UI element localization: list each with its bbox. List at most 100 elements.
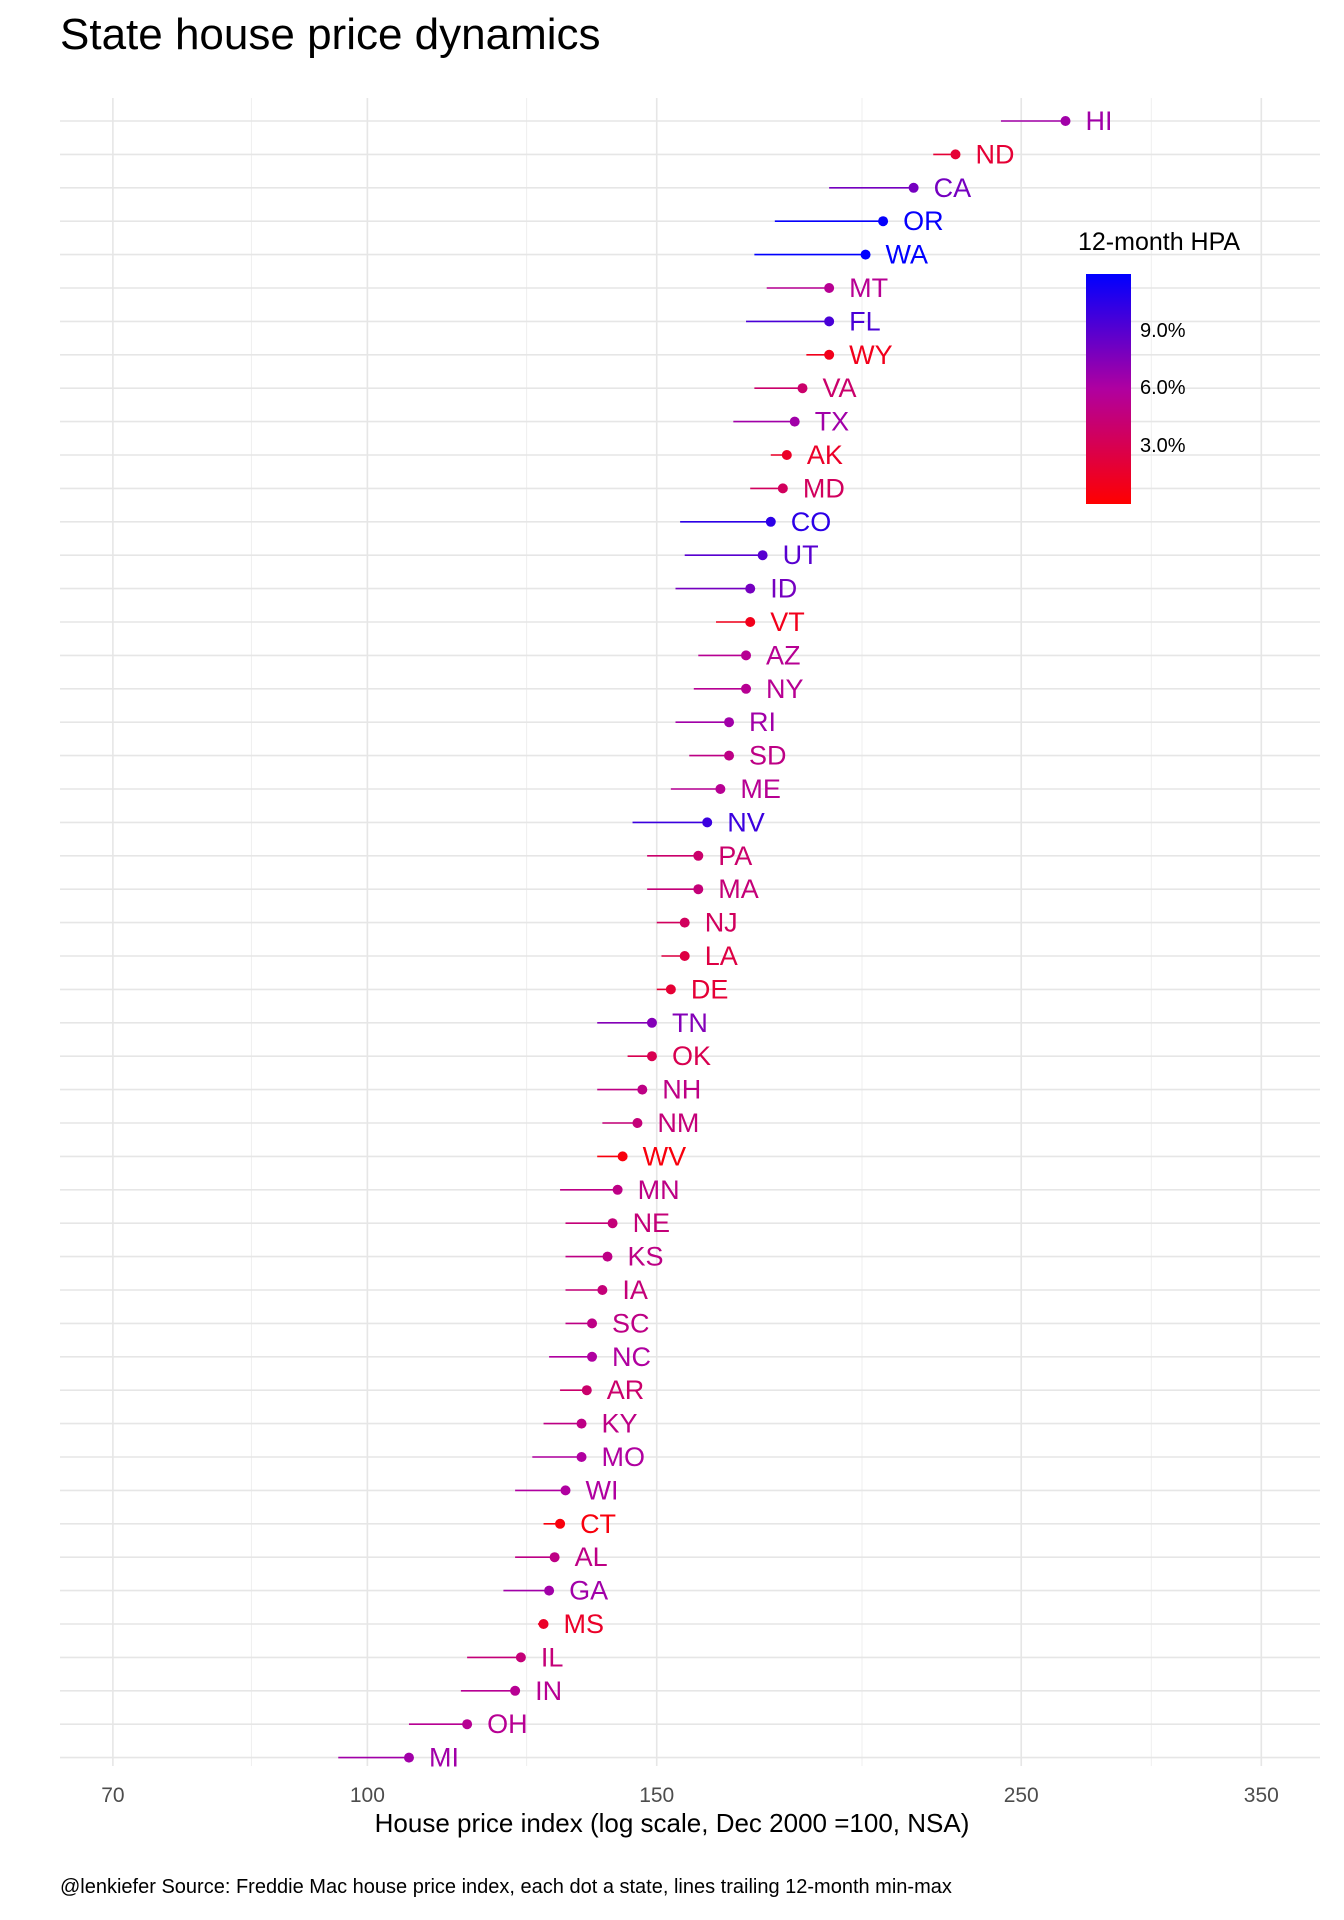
point-md: [777, 483, 788, 494]
label-ny: NY: [766, 674, 804, 704]
point-oh: [462, 1719, 473, 1730]
point-in: [510, 1685, 521, 1696]
label-me: ME: [740, 774, 781, 804]
point-de: [665, 984, 676, 995]
point-ak: [781, 450, 792, 460]
point-va: [797, 383, 808, 394]
point-ny: [741, 683, 752, 694]
point-fl: [824, 316, 835, 327]
label-al: AL: [575, 1542, 608, 1572]
label-nd: ND: [975, 139, 1014, 169]
point-ut: [757, 550, 768, 561]
label-nv: NV: [727, 807, 765, 837]
point-ri: [724, 717, 735, 728]
label-ak: AK: [807, 440, 843, 470]
label-nm: NM: [657, 1108, 699, 1138]
label-az: AZ: [766, 640, 801, 670]
label-in: IN: [535, 1676, 562, 1706]
point-az: [741, 650, 752, 661]
point-mo: [576, 1452, 587, 1462]
label-md: MD: [803, 473, 845, 503]
x-tick-label: 150: [639, 1784, 674, 1807]
caption: @lenkiefer Source: Freddie Mac house pri…: [60, 1876, 952, 1898]
label-mi: MI: [429, 1743, 459, 1773]
point-wi: [560, 1485, 571, 1496]
point-mn: [612, 1184, 623, 1195]
point-mt: [824, 283, 835, 293]
label-ca: CA: [934, 173, 972, 203]
x-tick-label: 350: [1244, 1784, 1279, 1807]
point-tx: [789, 416, 800, 427]
point-nc: [587, 1351, 598, 1362]
label-mo: MO: [602, 1442, 646, 1472]
point-vt: [745, 617, 756, 627]
point-id: [745, 583, 756, 594]
grid-layer: [60, 98, 1320, 1766]
point-sd: [724, 750, 735, 761]
label-va: VA: [822, 373, 856, 403]
label-sd: SD: [749, 741, 787, 771]
label-wa: WA: [886, 240, 929, 270]
point-tn: [646, 1017, 657, 1028]
label-ms: MS: [564, 1609, 605, 1639]
point-me: [715, 784, 726, 794]
label-tx: TX: [815, 407, 850, 437]
label-wi: WI: [585, 1475, 618, 1505]
point-hi: [1060, 116, 1071, 126]
point-co: [765, 516, 776, 527]
label-co: CO: [791, 507, 832, 537]
legend-tick-label: 6.0%: [1140, 377, 1186, 399]
point-nh: [637, 1084, 648, 1095]
label-nj: NJ: [705, 908, 738, 938]
point-ct: [555, 1518, 566, 1529]
label-ut: UT: [783, 540, 819, 570]
label-ar: AR: [607, 1375, 645, 1405]
legend-tick-label: 9.0%: [1140, 319, 1186, 342]
point-ne: [607, 1218, 618, 1229]
point-wv: [617, 1151, 628, 1162]
point-sc: [587, 1318, 598, 1329]
x-tick-label: 70: [101, 1784, 124, 1807]
label-wv: WV: [643, 1141, 687, 1171]
label-ma: MA: [718, 874, 759, 904]
legend-title: 12-month HPA: [1078, 228, 1241, 256]
label-vt: VT: [770, 607, 805, 637]
legend-tick-label: 3.0%: [1140, 434, 1186, 457]
point-ky: [576, 1418, 587, 1429]
point-nd: [950, 149, 961, 160]
point-nj: [679, 917, 690, 928]
label-wy: WY: [849, 340, 893, 370]
label-id: ID: [770, 574, 797, 604]
label-ri: RI: [749, 707, 776, 737]
point-pa: [693, 850, 704, 861]
label-de: DE: [691, 974, 729, 1004]
label-il: IL: [541, 1642, 564, 1672]
legend: 12-month HPA 3.0% 6.0% 9.0%: [1078, 228, 1241, 504]
point-il: [515, 1652, 526, 1663]
label-ne: NE: [633, 1208, 671, 1238]
point-ca: [908, 182, 919, 193]
point-la: [679, 951, 690, 961]
label-ky: KY: [602, 1409, 638, 1439]
label-mt: MT: [849, 273, 888, 303]
x-tick-label: 100: [350, 1784, 385, 1807]
point-ks: [602, 1251, 613, 1262]
label-la: LA: [705, 941, 738, 971]
x-tick-label: 250: [1004, 1784, 1039, 1807]
label-pa: PA: [718, 841, 752, 871]
point-nv: [702, 817, 713, 828]
x-axis-label: House price index (log scale, Dec 2000 =…: [374, 1808, 970, 1838]
chart-title: State house price dynamics: [60, 10, 601, 59]
label-ct: CT: [580, 1509, 616, 1539]
label-tn: TN: [672, 1008, 708, 1038]
point-mi: [403, 1752, 414, 1763]
point-ar: [581, 1385, 592, 1396]
label-fl: FL: [849, 306, 881, 336]
label-or: OR: [903, 206, 944, 236]
label-nh: NH: [662, 1075, 701, 1105]
label-nc: NC: [612, 1342, 651, 1372]
point-ga: [544, 1585, 555, 1596]
point-or: [878, 216, 889, 227]
